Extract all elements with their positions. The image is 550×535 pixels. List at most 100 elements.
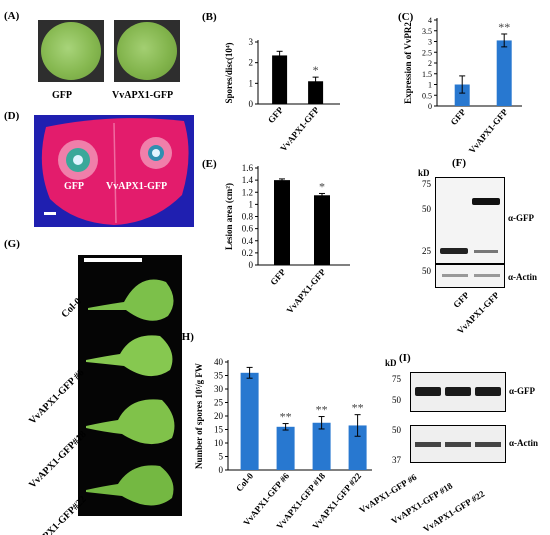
y-tick-label: 1 — [249, 199, 254, 209]
scale-bar — [84, 258, 142, 262]
y-tick-label: 30 — [214, 384, 224, 394]
leaf-line6 — [80, 326, 180, 388]
y-axis-label: Number of spores 10⁵/g FW — [194, 363, 204, 469]
marker-50b-f: 50 — [422, 266, 431, 276]
x-tick-label: VvAPX1-GFP — [467, 106, 510, 155]
kd-label-f: kD — [418, 168, 430, 178]
bar — [272, 55, 288, 104]
blot-actin-f — [435, 264, 505, 288]
x-tick-label: GFP — [268, 266, 288, 287]
y-tick-label: 1.5 — [422, 70, 432, 79]
marker-25-f: 25 — [422, 246, 431, 256]
y-tick-label: 1.2 — [242, 187, 253, 197]
leaf-disc-vvapx1 — [114, 20, 180, 82]
leaf-line18 — [80, 392, 180, 454]
panel-a-label: (A) — [4, 10, 20, 22]
marker-50-i: 50 — [392, 395, 401, 405]
y-tick-label: 1.4 — [242, 175, 254, 185]
y-tick-label: 4 — [428, 16, 432, 25]
x-tick-label: GFP — [449, 106, 469, 127]
leaf-drawing — [41, 118, 189, 225]
disc-label-gfp: GFP — [52, 90, 72, 101]
blot-gfp-i — [410, 372, 506, 412]
leaf-line22 — [80, 456, 180, 516]
y-tick-label: 40 — [214, 357, 224, 367]
significance-mark: ** — [498, 20, 510, 34]
marker-75-i: 75 — [392, 374, 401, 384]
significance-mark: ** — [352, 401, 364, 415]
panel-g-label: (G) — [4, 238, 20, 250]
disc-label-vvapx1: VvAPX1-GFP — [112, 90, 174, 101]
bar — [240, 372, 259, 470]
bar — [496, 40, 512, 106]
y-tick-label: 0.5 — [422, 91, 432, 100]
panel-label: (B) — [202, 11, 217, 23]
bar — [348, 425, 367, 470]
x-tick-label: VvAPX1-GFP — [285, 266, 328, 315]
chart-3: (H) 0 5 10 15 20 25 30 35 40 Number of spores 10⁵/… — [178, 331, 372, 531]
significance-mark: * — [313, 63, 319, 77]
y-tick-label: 1 — [249, 78, 254, 88]
panel-label: (H) — [178, 331, 194, 343]
y-tick-label: 3.5 — [422, 27, 432, 36]
panel-f-label: (F) — [452, 157, 467, 169]
y-tick-label: 1 — [428, 81, 432, 90]
marker-37-i: 37 — [392, 455, 401, 465]
y-tick-label: 0 — [219, 465, 224, 475]
chart-2: (E) 0 0.2 0.4 0.6 0.8 1 1.2 1.4 1.6 Lesion area (c… — [202, 158, 350, 315]
y-tick-label: 0 — [249, 99, 254, 109]
y-tick-label: 0.6 — [242, 224, 254, 234]
panel-d-label: (D) — [4, 110, 20, 122]
marker-75-f: 75 — [422, 179, 431, 189]
y-tick-label: 0 — [249, 260, 254, 270]
y-tick-label: 20 — [214, 411, 224, 421]
blot-gfp-f — [435, 177, 505, 264]
bar — [454, 84, 470, 106]
x-tick-label: Col-0 — [234, 470, 255, 493]
y-tick-label: 3 — [428, 38, 432, 47]
antibody-actin-i: α-Actin — [509, 438, 539, 448]
y-tick-label: 1.6 — [242, 163, 254, 173]
bar — [274, 180, 290, 265]
antibody-gfp-i: α-GFP — [509, 386, 536, 396]
leaf-col0 — [80, 268, 180, 328]
panel-label: (C) — [398, 11, 414, 23]
bar — [308, 81, 324, 104]
y-tick-label: 0.2 — [242, 248, 253, 258]
y-tick-label: 10 — [214, 438, 224, 448]
kd-label-i: kD — [385, 358, 397, 368]
y-axis-label: Spores/disc(10⁴) — [224, 42, 234, 103]
significance-mark: ** — [316, 403, 328, 417]
y-tick-label: 0 — [428, 102, 432, 111]
leaf-disc-gfp — [38, 20, 104, 82]
y-tick-label: 35 — [214, 371, 224, 381]
significance-mark: * — [319, 179, 325, 193]
spot-label-gfp: GFP — [64, 181, 84, 192]
bar — [312, 422, 331, 470]
significance-mark: ** — [280, 410, 292, 424]
antibody-actin-f: α-Actin — [508, 272, 538, 282]
bar — [276, 426, 295, 470]
bar — [314, 195, 330, 265]
y-tick-label: 2 — [249, 58, 254, 68]
x-tick-label: GFP — [266, 104, 286, 125]
y-tick-label: 3 — [249, 37, 254, 47]
y-axis-label: Expression of VvPR2 — [403, 22, 413, 104]
y-tick-label: 25 — [214, 398, 224, 408]
y-tick-label: 5 — [219, 452, 224, 462]
infected-leaf-photo — [34, 115, 194, 227]
y-tick-label: 2.5 — [422, 48, 432, 57]
y-tick-label: 15 — [214, 425, 224, 435]
y-axis-label: Lesion area (cm²) — [224, 183, 234, 250]
panel-label: (E) — [202, 158, 217, 170]
marker-50-f: 50 — [422, 204, 431, 214]
spot-label-vvapx1: VvAPX1-GFP — [106, 181, 168, 192]
antibody-gfp-f: α-GFP — [508, 213, 535, 223]
y-tick-label: 0.4 — [242, 236, 254, 246]
y-tick-label: 0.8 — [242, 212, 254, 222]
blot-actin-i — [410, 425, 506, 463]
chart-1: (C) 0 0.51 1.5 2 2.53 3.5 4 Expression of VvPR2 G… — [398, 11, 522, 155]
